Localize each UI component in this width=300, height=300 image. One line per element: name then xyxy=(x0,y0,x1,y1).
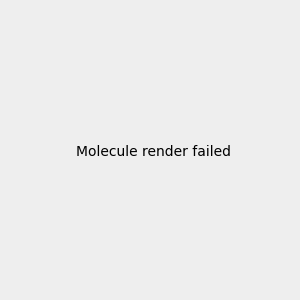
Text: Molecule render failed: Molecule render failed xyxy=(76,145,231,158)
